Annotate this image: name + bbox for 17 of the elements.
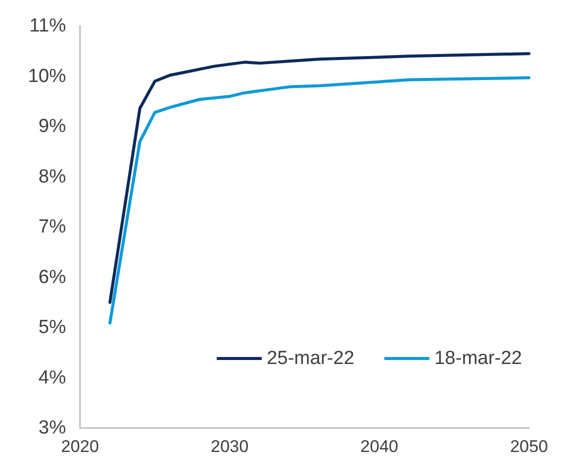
x-tick-label: 2020 xyxy=(61,437,99,456)
y-tick-label: 3% xyxy=(38,418,66,438)
legend-label: 18-mar-22 xyxy=(434,348,522,369)
y-tick-label: 5% xyxy=(38,317,66,338)
line-series xyxy=(108,52,530,304)
line-series xyxy=(108,76,530,324)
y-tick-label: 7% xyxy=(38,216,66,238)
y-tick-label: 8% xyxy=(38,166,66,188)
y-tick-label: 11% xyxy=(29,16,66,36)
y-tick-label: 4% xyxy=(38,367,66,388)
x-tick-label: 2040 xyxy=(360,437,398,456)
legend-label: 25-mar-22 xyxy=(266,348,354,369)
y-tick-label: 9% xyxy=(38,116,66,137)
y-tick-label: 6% xyxy=(38,266,66,288)
x-tick-label: 2050 xyxy=(510,437,548,456)
y-tick-label: 10% xyxy=(28,66,66,87)
x-tick-label: 2030 xyxy=(210,437,249,456)
